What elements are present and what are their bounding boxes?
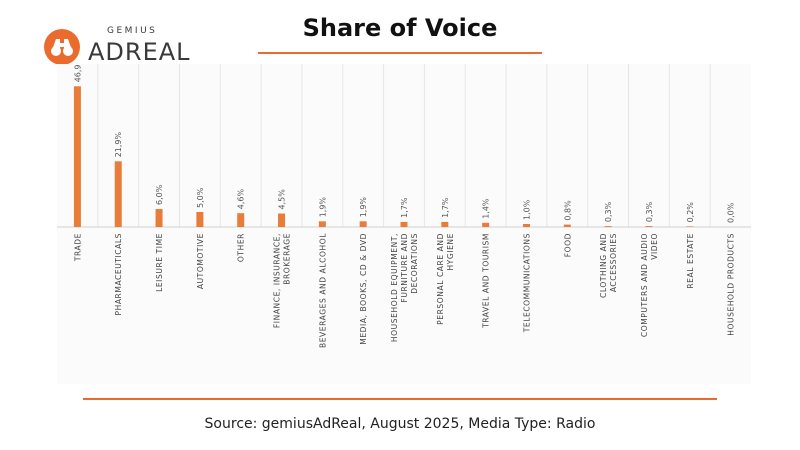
data-label: 4,6% (237, 188, 246, 209)
x-tick-label: TRADE (73, 233, 82, 262)
data-label: 21,9% (114, 131, 123, 157)
brand-tagline: GEMIUS (107, 26, 158, 36)
data-label: 46,9% (73, 64, 82, 82)
logo: GEMIUS ADREAL (44, 16, 194, 66)
data-label: 1,7% (400, 197, 409, 218)
binoculars-icon (44, 29, 80, 65)
brand-name: ADREAL (88, 38, 191, 66)
x-tick-label: MEDIA, BOOKS, CD & DVD (359, 233, 368, 345)
bar-chart: 46,9% TRADE 21,9% PHARMACEUTICALS 6,0% LEISUR… (57, 64, 751, 348)
data-label: 1,9% (359, 197, 368, 218)
footer-rule (83, 398, 717, 400)
x-tick-label: TELECOMMUNICATIONS (522, 233, 531, 333)
bar (441, 221, 449, 227)
x-tick-label: FOOD (563, 233, 572, 257)
x-tick-label: LEISURE TIME (155, 233, 164, 292)
bar (73, 86, 81, 227)
bar (318, 221, 326, 227)
bar (604, 226, 612, 227)
bar (114, 161, 122, 227)
data-label: 0,3% (645, 201, 654, 222)
x-tick-label: COMPUTERS AND AUDIOVIDEO (640, 233, 659, 337)
bar (482, 222, 490, 227)
data-label: 0,8% (563, 200, 572, 221)
bar (237, 213, 245, 227)
bar (645, 226, 653, 227)
data-label: 1,4% (482, 198, 491, 219)
chart-area: 46,9% TRADE 21,9% PHARMACEUTICALS 6,0% LEISUR… (57, 64, 751, 384)
bar (359, 221, 367, 227)
x-tick-label: CLOTHING ANDACCESSORIES (599, 233, 618, 298)
x-tick-label: HOUSEHOLD EQUIPMENT,FURNITURE ANDDECORAT… (390, 233, 419, 342)
data-label: 0,2% (686, 202, 695, 223)
bar (686, 226, 694, 227)
source-note: Source: gemiusAdReal, August 2025, Media… (204, 416, 596, 432)
x-tick-label: REAL ESTATE (686, 233, 695, 289)
data-label: 5,0% (196, 187, 205, 208)
data-label: 0,0% (727, 202, 736, 223)
data-label: 0,3% (604, 201, 613, 222)
x-tick-label: BEVERAGES AND ALCOHOL (318, 233, 327, 348)
title-underline (258, 52, 542, 54)
data-label: 1,7% (441, 197, 450, 218)
bar (400, 221, 408, 227)
bar (563, 224, 571, 227)
x-tick-label: HOUSEHOLD PRODUCTS (727, 233, 736, 336)
data-label: 1,9% (318, 197, 327, 218)
x-tick-label: OTHER (237, 233, 246, 262)
x-tick-label: AUTOMOTIVE (196, 233, 205, 289)
data-label: 4,5% (278, 189, 287, 210)
bar (522, 224, 530, 227)
chart-title: Share of Voice (302, 14, 498, 42)
x-tick-label: TRAVEL AND TOURISM (482, 233, 491, 329)
bar (196, 212, 204, 227)
x-tick-label: PERSONAL CARE ANDHYGIENE (436, 233, 455, 325)
x-tick-label: PHARMACEUTICALS (114, 233, 123, 316)
bar (278, 213, 286, 227)
bar (155, 209, 163, 227)
data-label: 6,0% (155, 184, 164, 205)
x-tick-label: FINANCE, INSURANCE,BROKERAGE (273, 233, 292, 328)
data-label: 1,0% (522, 199, 531, 220)
